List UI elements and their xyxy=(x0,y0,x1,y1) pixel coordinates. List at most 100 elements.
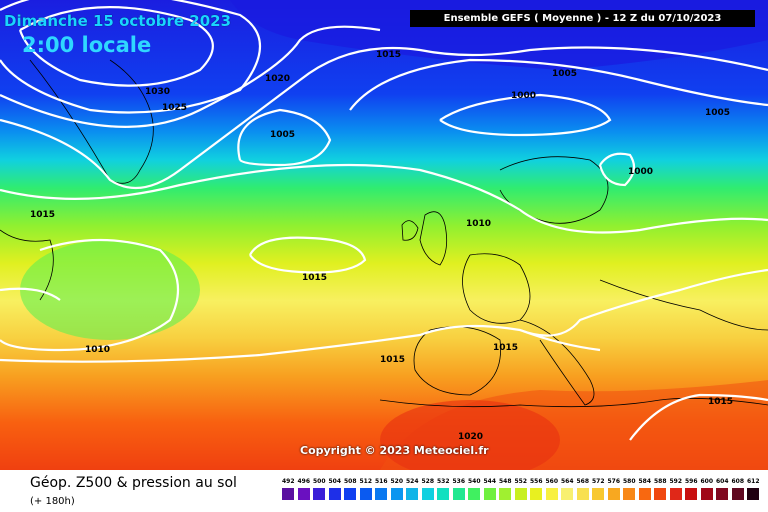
scale-swatch xyxy=(514,488,527,500)
isobar-label: 1025 xyxy=(162,103,187,113)
scale-label: 532 xyxy=(437,478,450,485)
scale-label: 536 xyxy=(452,478,466,485)
isobar-label: 1015 xyxy=(380,355,405,365)
scale-swatch xyxy=(499,488,511,500)
scale-swatch xyxy=(390,488,403,500)
hot-core xyxy=(380,400,560,470)
isobars xyxy=(0,0,768,440)
scale-label: 580 xyxy=(623,478,636,485)
scale-swatch xyxy=(468,488,480,500)
scale-swatch xyxy=(654,488,666,500)
scale-swatch xyxy=(530,488,542,500)
scale-swatch xyxy=(344,488,356,500)
isobar-1015-italy xyxy=(519,328,601,352)
scale-swatch xyxy=(282,488,294,500)
scale-label: 588 xyxy=(654,478,667,485)
scale-swatch xyxy=(669,488,682,500)
isobar-1015-north xyxy=(0,46,768,190)
scale-label: 556 xyxy=(530,478,543,485)
scale-swatch xyxy=(313,488,325,500)
scale-label: 504 xyxy=(328,478,342,485)
run-info-text: Ensemble GEFS ( Moyenne ) - 12 Z du 07/1… xyxy=(443,13,722,24)
scale-label: 544 xyxy=(483,478,497,485)
isobar-label: 1030 xyxy=(145,87,170,97)
isobar-label: 1010 xyxy=(466,219,491,229)
isobar-1015-east xyxy=(629,393,768,441)
isobar-1005-west xyxy=(237,108,332,167)
isobar-label: 1015 xyxy=(376,50,401,60)
isobar-1015-south xyxy=(0,268,768,363)
canada-coast xyxy=(0,229,54,301)
isobar-label: 1000 xyxy=(628,167,653,177)
scale-label: 540 xyxy=(468,478,481,485)
scale-label: 520 xyxy=(390,478,404,485)
scale-label: 524 xyxy=(406,478,419,485)
scale-label: 508 xyxy=(344,478,357,485)
isobar-label: 1015 xyxy=(302,273,327,283)
scale-label: 600 xyxy=(700,478,714,485)
scale-label: 548 xyxy=(499,478,512,485)
isobar-1015-mid xyxy=(249,236,367,274)
british-isles xyxy=(419,211,448,266)
isobar-label: 1005 xyxy=(705,108,730,118)
scale-label: 500 xyxy=(313,478,326,485)
scale-swatch xyxy=(685,488,697,500)
scale-label: 612 xyxy=(747,478,760,485)
ridge-area-west xyxy=(20,240,200,340)
isobar-label: 1015 xyxy=(708,397,733,407)
isobar-1010-west xyxy=(0,287,61,301)
isobar-label: 1000 xyxy=(511,91,536,101)
greenland-coast xyxy=(29,59,154,184)
isobar-1020 xyxy=(0,25,381,128)
isobar-1030 xyxy=(18,6,214,87)
isobar-1005-mid xyxy=(349,58,768,111)
scale-swatch xyxy=(623,488,635,500)
isobar-label: 1015 xyxy=(30,210,55,220)
run-info-box: Ensemble GEFS ( Moyenne ) - 12 Z du 07/1… xyxy=(410,10,755,27)
isobar-label: 1015 xyxy=(493,343,518,353)
scale-swatch xyxy=(406,488,418,500)
isobar-label: 1005 xyxy=(552,69,577,79)
scale-swatch xyxy=(483,488,496,500)
isobar-1010-north xyxy=(0,163,768,234)
isobar-labels: 1030 1025 1020 1015 1005 1000 1005 1005 … xyxy=(30,50,733,442)
scale-swatch xyxy=(638,488,651,500)
scale-label: 568 xyxy=(576,478,590,485)
scale-label: 492 xyxy=(282,478,295,485)
scale-label: 552 xyxy=(514,478,528,485)
scale-swatch xyxy=(297,488,310,500)
scale-label: 584 xyxy=(638,478,652,485)
scale-swatch xyxy=(328,488,341,500)
scale-swatch xyxy=(592,488,604,500)
isobar-label: 1020 xyxy=(458,432,483,442)
scale-label: 516 xyxy=(375,478,388,485)
scale-swatch xyxy=(700,488,713,500)
isobar-1015-west xyxy=(0,238,180,352)
scale-label: 596 xyxy=(685,478,698,485)
isobar-1000-north xyxy=(439,93,612,137)
scale-swatch xyxy=(716,488,728,500)
forecast-time: 2:00 locale xyxy=(22,33,152,57)
scale-swatch xyxy=(359,488,372,500)
scale-swatch xyxy=(561,488,573,500)
scale-swatch xyxy=(545,488,558,500)
legend-title: Géop. Z500 & pression au sol xyxy=(30,475,237,491)
scale-label: 496 xyxy=(297,478,311,485)
scale-label: 512 xyxy=(359,478,373,485)
balkans xyxy=(599,279,768,331)
map-canvas: 1030 1025 1020 1015 1005 1000 1005 1005 … xyxy=(0,0,768,470)
scale-label: 592 xyxy=(669,478,683,485)
forecast-date: Dimanche 15 octobre 2023 xyxy=(4,12,232,30)
isobar-label: 1020 xyxy=(265,74,290,84)
scale-label: 564 xyxy=(561,478,574,485)
coastlines xyxy=(0,59,768,408)
scale-swatch xyxy=(747,488,759,500)
scale-swatch xyxy=(607,488,620,500)
scale-swatch xyxy=(576,488,589,500)
north-africa xyxy=(379,397,768,408)
scale-label: 560 xyxy=(545,478,559,485)
scale-label: 608 xyxy=(731,478,745,485)
isobar-label: 1010 xyxy=(85,345,110,355)
legend-subtitle: (+ 180h) xyxy=(30,496,75,507)
copyright-text: Copyright © 2023 Meteociel.fr xyxy=(300,444,489,457)
